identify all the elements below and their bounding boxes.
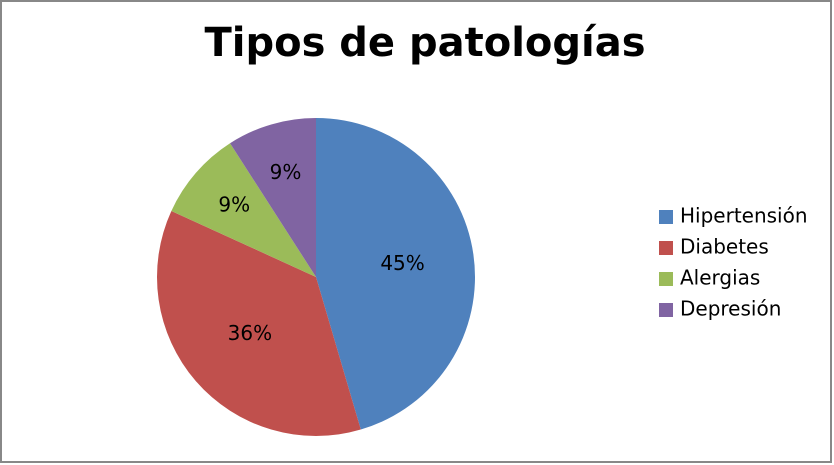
legend-label: Diabetes bbox=[680, 235, 769, 259]
pie-slice bbox=[171, 143, 316, 277]
legend-label: Depresión bbox=[680, 297, 781, 321]
data-label: 45% bbox=[380, 251, 424, 275]
legend-label: Hipertensión bbox=[680, 204, 808, 228]
pie-slice bbox=[230, 118, 316, 277]
pie-slice bbox=[156, 210, 361, 437]
legend-swatch bbox=[659, 272, 673, 286]
pie-slice bbox=[316, 118, 475, 430]
legend-swatch bbox=[659, 210, 673, 224]
chart-title: Tipos de patologías bbox=[204, 20, 645, 66]
legend-swatch bbox=[659, 303, 673, 317]
data-label: 36% bbox=[228, 321, 272, 345]
legend-label: Alergias bbox=[680, 266, 760, 290]
legend-swatch bbox=[659, 241, 673, 255]
data-label: 9% bbox=[270, 160, 302, 184]
data-label: 9% bbox=[218, 193, 250, 217]
